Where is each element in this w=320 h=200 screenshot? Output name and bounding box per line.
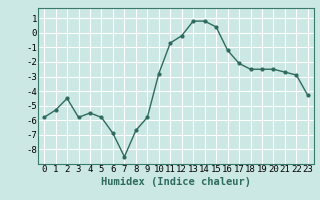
X-axis label: Humidex (Indice chaleur): Humidex (Indice chaleur) (101, 177, 251, 187)
